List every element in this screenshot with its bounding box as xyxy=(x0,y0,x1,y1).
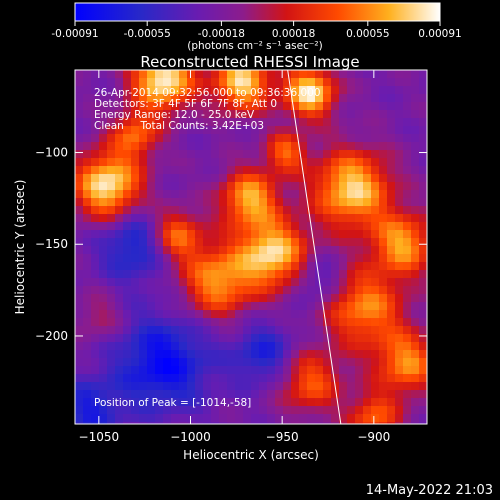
annotation-block: 26-Apr-2014 09:32:56.000 to 09:36:36.000… xyxy=(94,87,321,132)
solar-limb-line xyxy=(287,70,342,424)
heatmap-image xyxy=(75,70,427,424)
plot-area xyxy=(75,70,427,424)
y-axis: −100 −150 −200 xyxy=(35,146,427,343)
annotation-counts: Clean Total Counts: 3.42E+03 xyxy=(94,120,264,132)
colorbar-units-label: (photons cm⁻² s⁻¹ asec⁻²) xyxy=(187,40,322,52)
annotation-time-range: 26-Apr-2014 09:32:56.000 to 09:36:36.000 xyxy=(94,87,321,99)
y-tick-label: −100 xyxy=(35,146,68,160)
colorbar-tick-label: -0.00018 xyxy=(198,28,245,40)
colorbar-tick-label: 0.00055 xyxy=(346,28,389,40)
plot-frame xyxy=(74,69,428,425)
annotation-energy-range: Energy Range: 12.0 - 25.0 keV xyxy=(94,109,255,121)
colorbar-tick-label: -0.00055 xyxy=(124,28,171,40)
chart-title: Reconstructed RHESSI Image xyxy=(140,53,359,71)
colorbar-tick-label: 0.00091 xyxy=(418,28,461,40)
colorbar-tick-label: -0.00091 xyxy=(51,28,98,40)
annotation-detectors: Detectors: 3F 4F 5F 6F 7F 8F, Att 0 xyxy=(94,98,277,110)
y-tick-label: −200 xyxy=(35,329,68,343)
colorbar-ticks: -0.00091 -0.00055 -0.00018 0.00018 0.00055 0.… xyxy=(51,21,462,40)
x-tick-label: −1050 xyxy=(79,430,120,444)
x-tick-label: −900 xyxy=(357,430,390,444)
colorbar-gradient xyxy=(74,2,441,22)
colorbar-tick-label: 0.00018 xyxy=(272,28,315,40)
x-tick-label: −1000 xyxy=(170,430,211,444)
x-axis: −1050 −1000 −950 −900 xyxy=(79,70,390,444)
y-tick-label: −150 xyxy=(35,237,68,251)
colorbar: -0.00091 -0.00055 -0.00018 0.00018 0.00055 0.… xyxy=(51,2,462,52)
x-axis-label: Heliocentric X (arcsec) xyxy=(183,448,319,462)
peak-position-label: Position of Peak = [-1014,-58] xyxy=(94,397,251,409)
y-axis-label: Heliocentric Y (arcsec) xyxy=(13,180,27,315)
footer-timestamp: 14-May-2022 21:03 xyxy=(366,483,493,498)
x-tick-label: −950 xyxy=(266,430,299,444)
